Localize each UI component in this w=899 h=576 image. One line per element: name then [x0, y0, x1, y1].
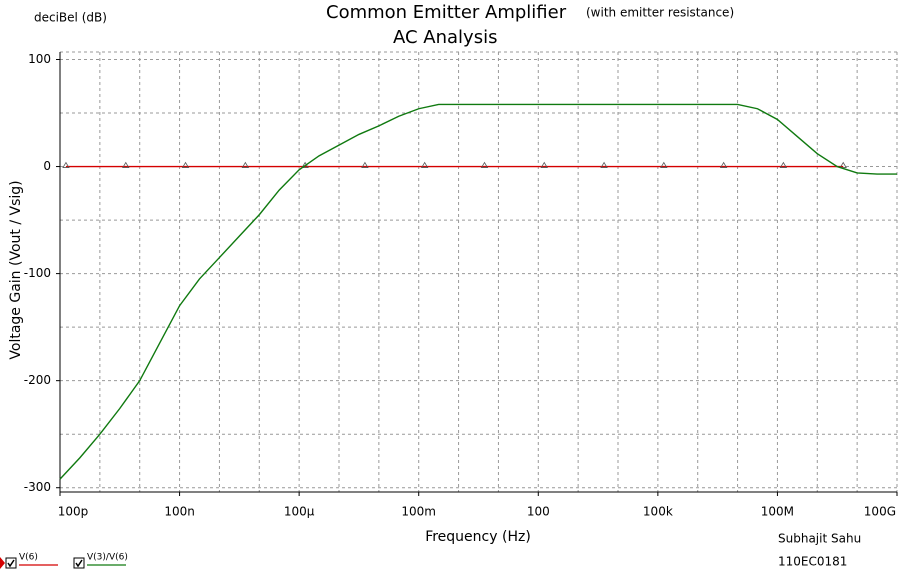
- y-tick-label: -300: [24, 480, 51, 494]
- legend: V(6) V(3)/V(6): [0, 553, 128, 569]
- marker: [480, 161, 489, 168]
- x-tick-label: 100p: [58, 505, 89, 519]
- author: Subhajit Sahu: [778, 532, 861, 546]
- y-tick-label: 0: [43, 159, 51, 173]
- marker: [540, 161, 548, 168]
- x-tick-label: 100k: [643, 505, 673, 519]
- y-axis-label: Voltage Gain (Vout / Vsig): [8, 180, 24, 359]
- x-tick-label: 100M: [761, 505, 794, 519]
- x-axis-label: Frequency (Hz): [425, 529, 531, 545]
- x-tick-label: 100: [527, 505, 550, 519]
- chart-subtitle-2: AC Analysis: [393, 27, 497, 48]
- x-tick-label: 100G: [864, 505, 896, 519]
- legend-indicator: [0, 557, 5, 569]
- legend-checkbox[interactable]: [5, 557, 17, 569]
- marker: [600, 161, 608, 168]
- y-tick-label: -100: [24, 266, 51, 280]
- marker: [719, 161, 728, 168]
- marker: [420, 161, 429, 168]
- roll-number: 110EC0181: [778, 555, 847, 569]
- chart-subtitle: (with emitter resistance): [586, 6, 734, 20]
- x-tick-label: 100m: [401, 505, 436, 519]
- y-tick-label: -200: [24, 373, 51, 387]
- y-tick-label: 100: [28, 52, 51, 66]
- y-unit-label: deciBel (dB): [34, 11, 107, 25]
- marker: [839, 161, 847, 168]
- marker: [122, 161, 130, 168]
- legend-label: V(6): [19, 553, 38, 563]
- legend-check: [7, 559, 15, 568]
- legend-label: V(3)/V(6): [87, 553, 128, 563]
- marker: [241, 161, 250, 168]
- marker: [361, 161, 369, 168]
- marker: [779, 161, 788, 168]
- series-line: [59, 103, 897, 480]
- marker: [62, 161, 70, 168]
- x-tick-label: 100µ: [284, 505, 315, 519]
- marker: [660, 161, 668, 168]
- marker: [181, 161, 190, 168]
- legend-check: [75, 559, 83, 568]
- x-tick-label: 100n: [164, 505, 195, 519]
- legend-checkbox[interactable]: [73, 557, 85, 569]
- chart-title: Common Emitter Amplifier: [326, 2, 567, 23]
